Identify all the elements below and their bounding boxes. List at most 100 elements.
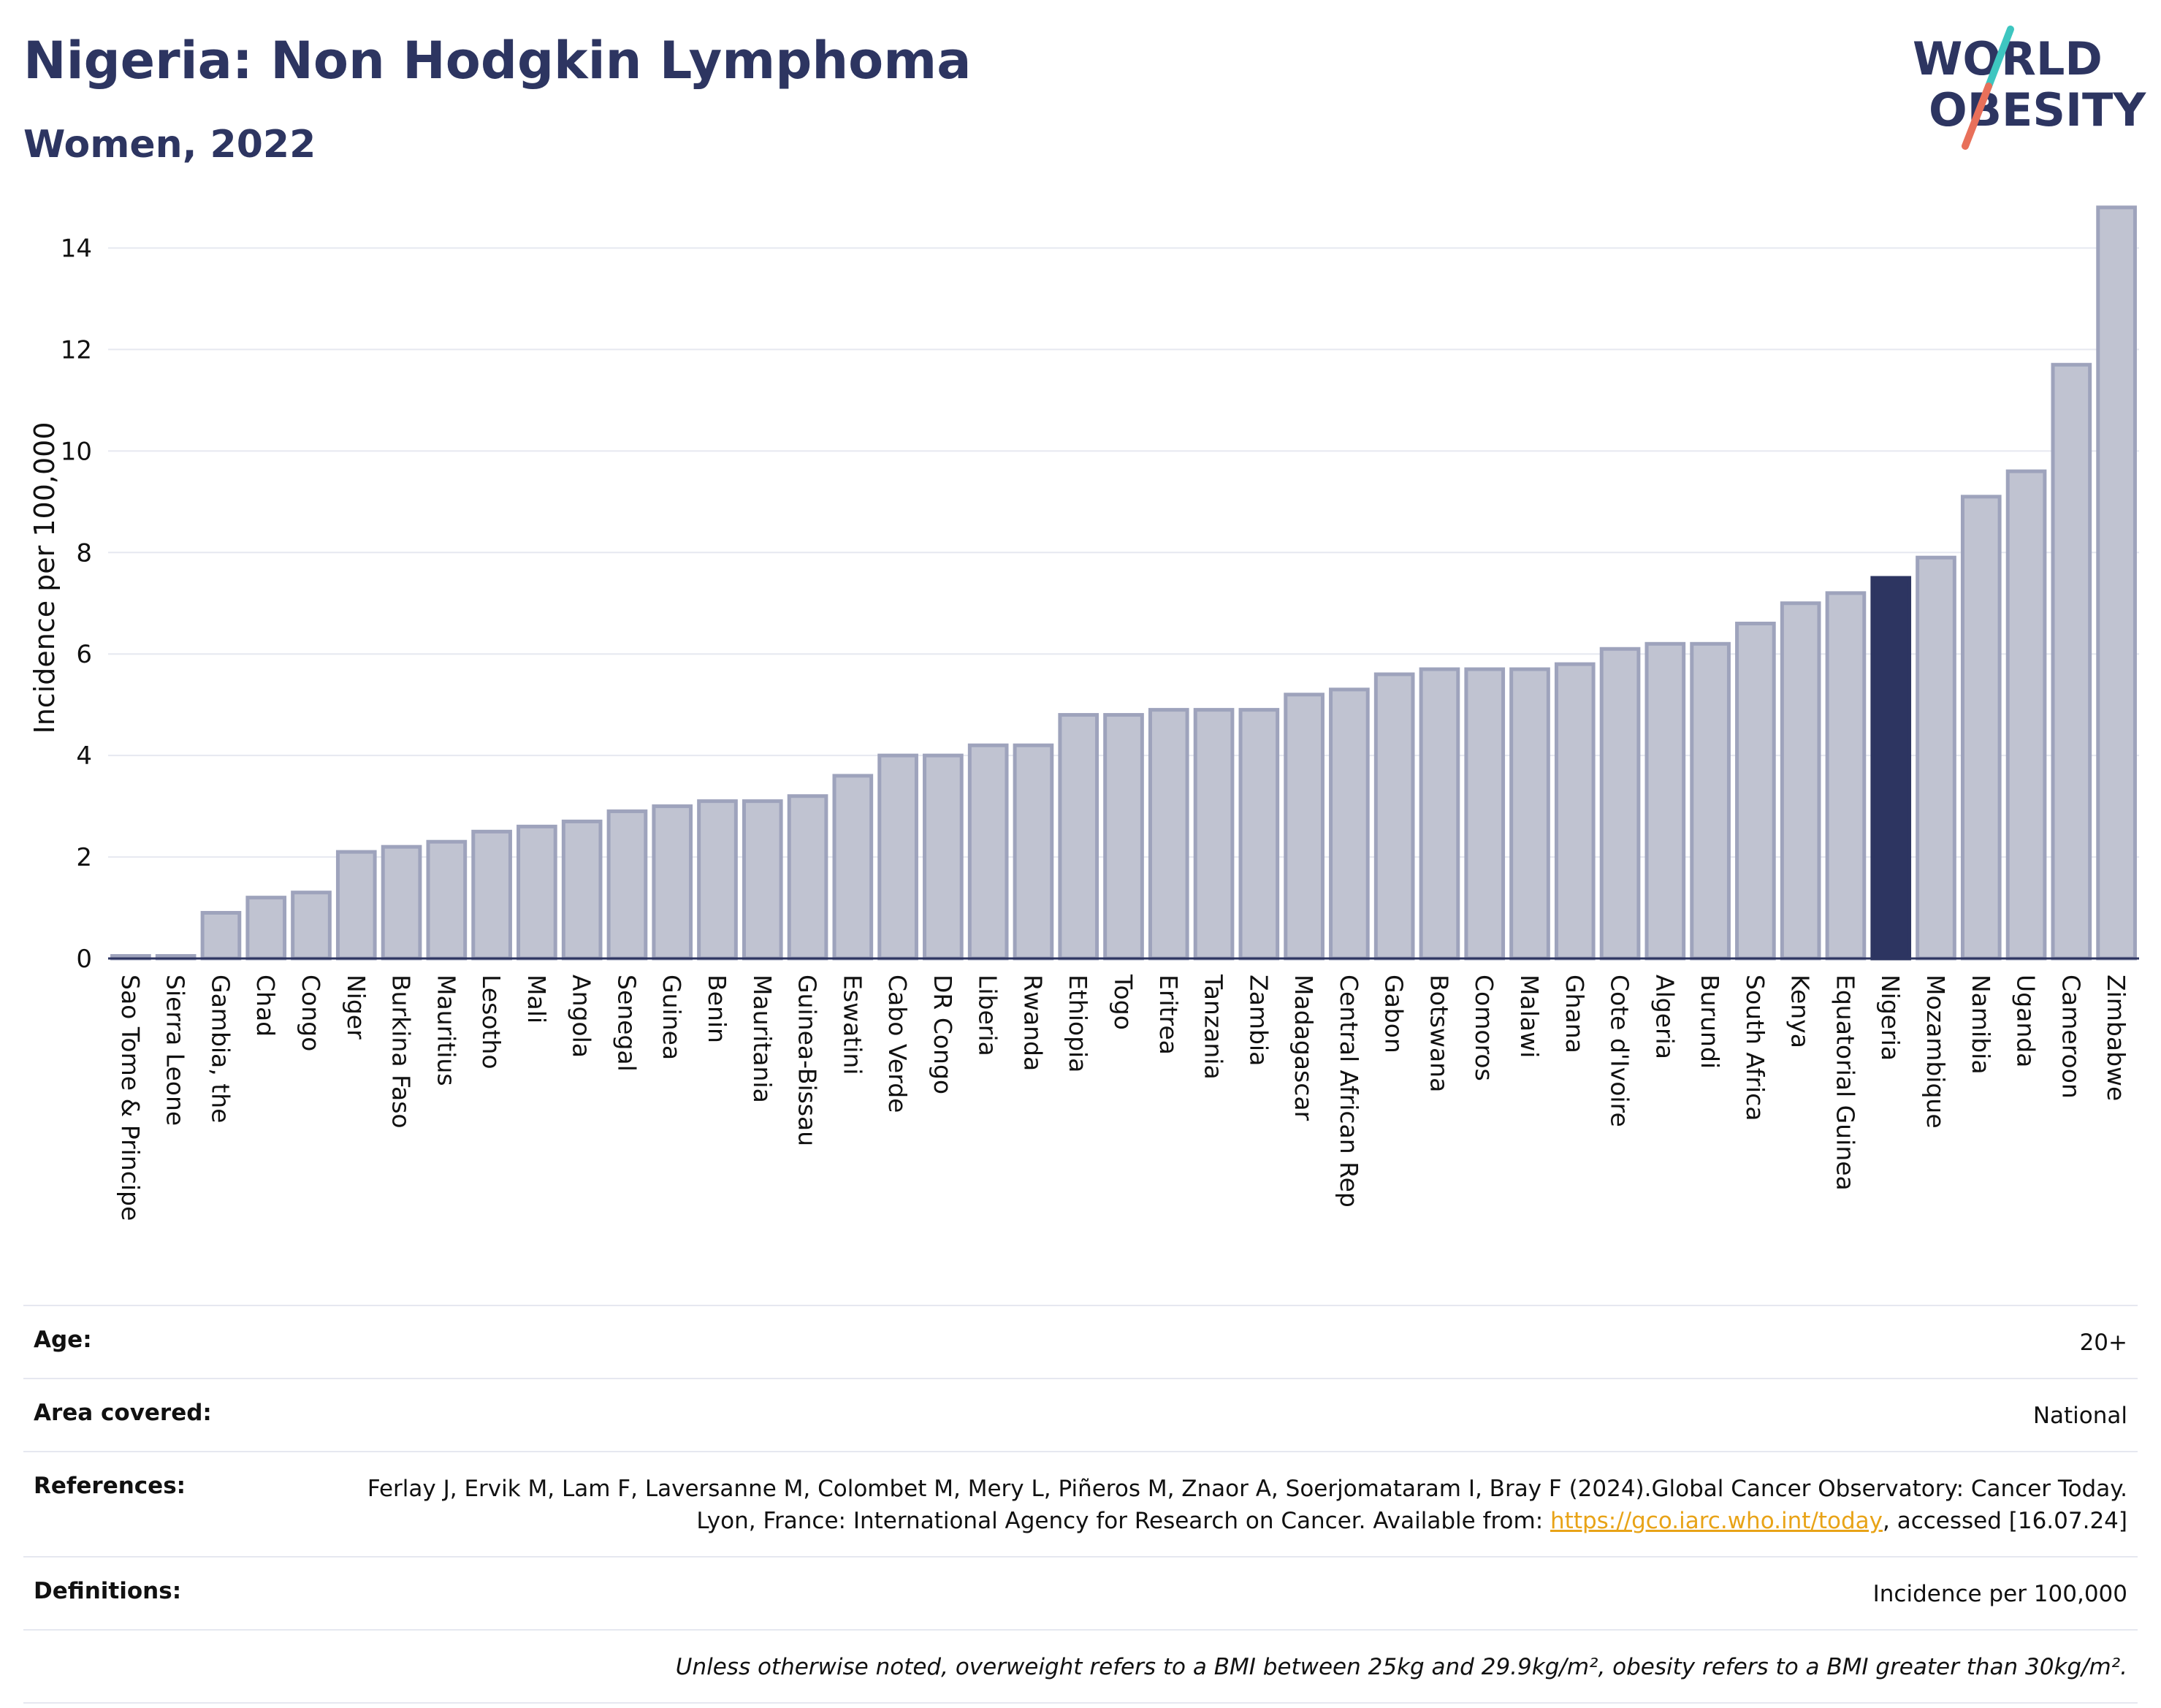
bar bbox=[923, 753, 964, 961]
info-row-area: Area covered: National bbox=[23, 1378, 2138, 1451]
references-text: Ferlay J, Ervik M, Lam F, Laversanne M, … bbox=[367, 1476, 2127, 1534]
logo-slash-teal bbox=[1985, 26, 2014, 90]
area-label: Area covered: bbox=[34, 1400, 212, 1426]
x-tick-label: Botswana bbox=[1425, 975, 1453, 1092]
y-tick-label: 6 bbox=[76, 640, 92, 669]
bar bbox=[832, 774, 874, 961]
bar bbox=[787, 794, 828, 961]
x-tick-label: Ethiopia bbox=[1064, 975, 1092, 1072]
bar bbox=[1058, 713, 1099, 961]
x-tick-label: Mozambique bbox=[1921, 975, 1950, 1129]
bar bbox=[1329, 687, 1370, 961]
world-obesity-logo: WORLD OBESITY bbox=[1913, 26, 2146, 150]
bar bbox=[1780, 601, 1821, 961]
bar bbox=[1599, 647, 1641, 961]
info-row-references: References: Ferlay J, Ervik M, Lam F, La… bbox=[23, 1451, 2138, 1556]
bar bbox=[742, 799, 783, 961]
bmi-note: Unless otherwise noted, overweight refer… bbox=[675, 1654, 2127, 1680]
x-tick-label: Cote d'Ivoire bbox=[1606, 975, 1634, 1127]
x-tick-label: Mauritania bbox=[748, 975, 777, 1103]
bar bbox=[2005, 469, 2047, 961]
info-row-note: Unless otherwise noted, overweight refer… bbox=[23, 1629, 2138, 1704]
bar bbox=[1644, 641, 1686, 961]
y-axis-title: Incidence per 100,000 bbox=[28, 422, 61, 733]
y-tick-label: 14 bbox=[61, 234, 92, 263]
bar bbox=[1960, 495, 2002, 961]
bar bbox=[1825, 591, 1867, 961]
x-tick-label: Benin bbox=[703, 975, 731, 1043]
x-tick-label: Senegal bbox=[612, 975, 641, 1072]
x-tick-label: Burundi bbox=[1696, 975, 1724, 1069]
bar bbox=[471, 829, 512, 961]
x-tick-label: Tanzania bbox=[1200, 974, 1228, 1080]
x-tick-label: Guinea-Bissau bbox=[793, 975, 822, 1146]
bar bbox=[652, 804, 693, 961]
bar bbox=[291, 891, 332, 961]
info-row-definitions: Definitions: Incidence per 100,000 bbox=[23, 1556, 2138, 1629]
bar bbox=[381, 845, 422, 961]
bar bbox=[697, 799, 738, 961]
x-tick-label: Togo bbox=[1109, 974, 1137, 1030]
bar bbox=[1284, 693, 1325, 961]
definitions-label: Definitions: bbox=[34, 1578, 182, 1604]
references-link[interactable]: https://gco.iarc.who.int/today bbox=[1550, 1508, 1883, 1534]
x-tick-label: Burkina Faso bbox=[387, 975, 416, 1129]
bar bbox=[1148, 708, 1189, 961]
x-tick-label: Eritrea bbox=[1154, 975, 1183, 1055]
x-tick-label: Central African Rep bbox=[1335, 975, 1363, 1208]
x-tick-label: Sao Tome & Principe bbox=[116, 975, 145, 1221]
x-tick-label: Guinea bbox=[658, 975, 686, 1060]
x-tick-label: Sierra Leone bbox=[161, 975, 190, 1126]
x-tick-label: Kenya bbox=[1786, 975, 1815, 1048]
bar bbox=[967, 743, 1009, 961]
x-tick-label: Cabo Verde bbox=[883, 975, 912, 1113]
x-tick-label: Malawi bbox=[1515, 975, 1544, 1058]
x-tick-label: Madagascar bbox=[1289, 975, 1318, 1121]
x-tick-label: Algeria bbox=[1650, 975, 1679, 1059]
x-tick-label: DR Congo bbox=[929, 975, 957, 1094]
x-tick-label: Zambia bbox=[1244, 975, 1273, 1066]
bar bbox=[1419, 667, 1460, 961]
x-tick-label: Mauritius bbox=[432, 975, 460, 1086]
x-tick-label: Nigeria bbox=[1876, 975, 1905, 1061]
references-value: Ferlay J, Ervik M, Lam F, Laversanne M, … bbox=[330, 1473, 2127, 1537]
bar bbox=[1690, 641, 1731, 961]
x-tick-label: Gambia, the bbox=[206, 975, 235, 1123]
y-tick-label: 4 bbox=[76, 741, 92, 771]
bar bbox=[1554, 662, 1596, 961]
bar bbox=[561, 819, 603, 961]
page-title: Nigeria: Non Hodgkin Lymphoma bbox=[23, 31, 972, 91]
x-tick-label: Equatorial Guinea bbox=[1831, 975, 1859, 1191]
age-label: Age: bbox=[34, 1327, 92, 1353]
bar bbox=[517, 824, 557, 961]
x-tick-label: South Africa bbox=[1741, 975, 1769, 1121]
x-tick-label: Liberia bbox=[974, 975, 1002, 1056]
bar bbox=[1103, 713, 1144, 961]
y-tick-label: 12 bbox=[61, 335, 92, 365]
x-tick-label: Mali bbox=[522, 975, 551, 1023]
bar bbox=[2096, 205, 2137, 961]
x-tick-label: Ghana bbox=[1560, 975, 1589, 1053]
bar bbox=[245, 896, 287, 961]
age-value: 20+ bbox=[2079, 1330, 2127, 1356]
y-tick-label: 0 bbox=[76, 945, 92, 974]
bar-highlight bbox=[1870, 576, 1912, 961]
references-suffix: , accessed [16.07.24] bbox=[1882, 1508, 2127, 1534]
y-tick-label: 2 bbox=[76, 843, 92, 872]
x-tick-label: Uganda bbox=[2012, 975, 2040, 1067]
references-label: References: bbox=[34, 1473, 186, 1499]
x-tick-label: Cameroon bbox=[2057, 975, 2085, 1099]
area-value: National bbox=[2032, 1403, 2127, 1429]
y-tick-label: 8 bbox=[76, 538, 92, 568]
y-tick-label: 10 bbox=[61, 437, 92, 466]
bar bbox=[1509, 667, 1550, 961]
x-tick-label: Niger bbox=[342, 975, 370, 1040]
logo-word-obesity: OBESITY bbox=[1929, 83, 2146, 137]
logo-slash-coral bbox=[1962, 83, 1992, 150]
x-tick-label: Rwanda bbox=[1018, 975, 1047, 1071]
bar bbox=[426, 839, 468, 961]
bar bbox=[877, 753, 918, 961]
bar bbox=[1735, 622, 1776, 961]
bar bbox=[200, 910, 242, 961]
bar bbox=[335, 850, 377, 961]
